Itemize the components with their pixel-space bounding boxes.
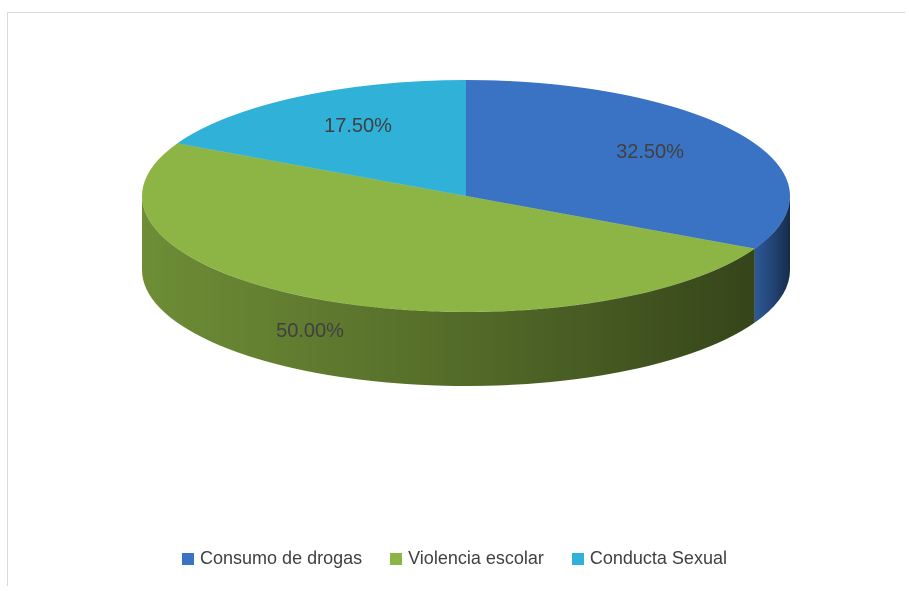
legend-label: Consumo de drogas: [200, 548, 363, 568]
pie-side-consumo-de-drogas: [754, 196, 790, 323]
slices-layer: [142, 80, 790, 386]
data-label-conducta-sexual: 17.50%: [324, 115, 392, 137]
legend-item-conducta-sexual: Conducta Sexual: [571, 548, 727, 569]
pie-slice-consumo-de-drogas: [466, 80, 790, 249]
pie-slice-violencia-escolar: [142, 143, 755, 312]
data-label-violencia-escolar: 50.00%: [276, 320, 344, 342]
legend-swatch: [182, 552, 195, 565]
legend-swatch: [390, 552, 403, 565]
chart-area: [7, 12, 905, 586]
legend-swatch: [571, 552, 584, 565]
pie-slice-conducta-sexual: [177, 80, 466, 196]
legend-label: Conducta Sexual: [589, 548, 727, 568]
legend-label: Violencia escolar: [408, 548, 544, 568]
data-label-consumo-de-drogas: 32.50%: [616, 141, 684, 163]
legend: Consumo de drogas Violencia escolar Cond…: [0, 548, 909, 569]
legend-item-consumo-de-drogas: Consumo de drogas: [182, 548, 362, 569]
legend-item-violencia-escolar: Violencia escolar: [390, 548, 544, 569]
pie-side-violencia-escolar: [142, 196, 755, 386]
labels-layer: 32.50% 50.00% 17.50%: [276, 115, 684, 342]
